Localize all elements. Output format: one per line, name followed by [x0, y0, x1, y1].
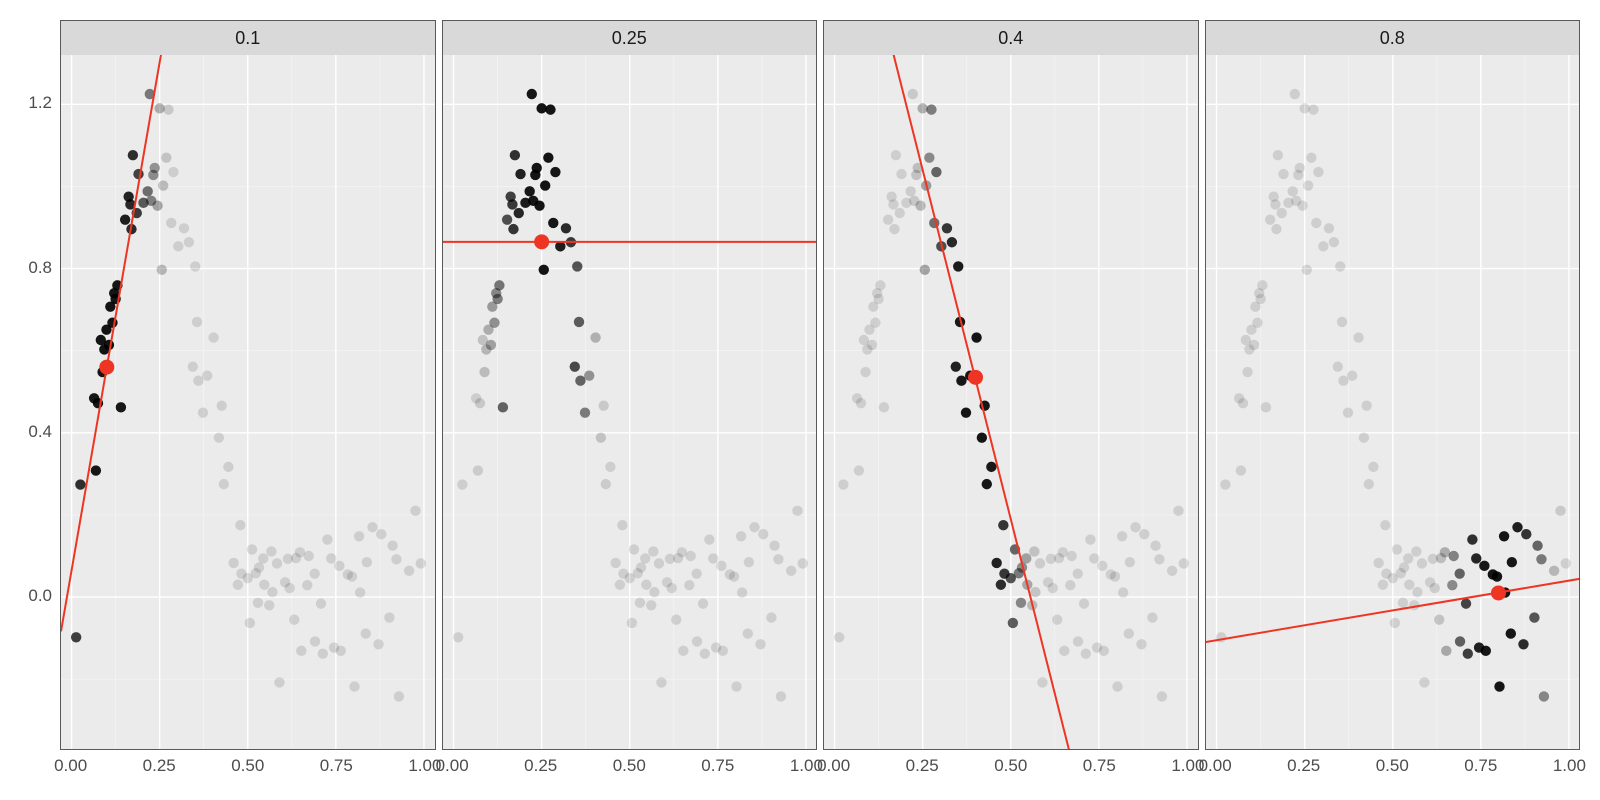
x-tick-label: 0.75	[320, 756, 353, 776]
x-tick-label: 0.50	[231, 756, 264, 776]
x-tick-label: 0.00	[54, 756, 87, 776]
x-tick-label: 0.00	[817, 756, 850, 776]
x-tick-label: 0.00	[436, 756, 469, 776]
y-tick-label: 0.0	[2, 586, 52, 606]
x-tick-label: 0.25	[1287, 756, 1320, 776]
x-axis-row: 0.000.250.500.751.00 0.000.250.500.751.0…	[60, 750, 1580, 800]
facet-strip: 0.8	[1206, 21, 1580, 55]
facet-plot-area	[61, 55, 435, 749]
x-tick-label: 0.75	[1083, 756, 1116, 776]
facet-1: 0.25	[442, 20, 818, 750]
facet-plot-area	[824, 55, 1198, 749]
y-axis: 0.0 0.4 0.8 1.2	[0, 20, 58, 750]
x-tick-label: 0.50	[1376, 756, 1409, 776]
facet-0: 0.1	[60, 20, 436, 750]
x-tick-label: 0.25	[524, 756, 557, 776]
x-axis-0: 0.000.250.500.751.00	[60, 750, 436, 800]
x-tick-label: 1.00	[1553, 756, 1586, 776]
facet-plot-area	[443, 55, 817, 749]
x-axis-1: 0.000.250.500.751.00	[442, 750, 818, 800]
x-tick-label: 0.00	[1199, 756, 1232, 776]
facet-strip: 0.1	[61, 21, 435, 55]
x-tick-label: 0.75	[1464, 756, 1497, 776]
y-tick-label: 0.4	[2, 422, 52, 442]
x-tick-label: 0.50	[613, 756, 646, 776]
loess-facet-plot: 0.00.40.81.2 0.1 0.25 0.4 0.8 0.000.250.…	[0, 0, 1600, 800]
x-axis-2: 0.000.250.500.751.00	[823, 750, 1199, 800]
facet-3: 0.8	[1205, 20, 1581, 750]
x-axis-3: 0.000.250.500.751.00	[1205, 750, 1581, 800]
facet-strip: 0.4	[824, 21, 1198, 55]
facet-strip: 0.25	[443, 21, 817, 55]
x-tick-label: 0.50	[994, 756, 1027, 776]
y-tick-label: 1.2	[2, 93, 52, 113]
facet-2: 0.4	[823, 20, 1199, 750]
x-tick-label: 0.25	[143, 756, 176, 776]
facet-plot-area	[1206, 55, 1580, 749]
x-tick-label: 0.25	[906, 756, 939, 776]
y-tick-label: 0.8	[2, 258, 52, 278]
x-tick-label: 0.75	[701, 756, 734, 776]
facet-panels: 0.1 0.25 0.4 0.8	[60, 20, 1580, 750]
